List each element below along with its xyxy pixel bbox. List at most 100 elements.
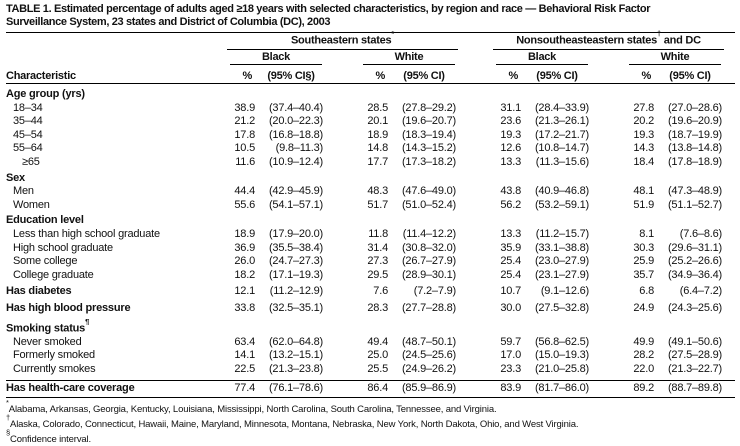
table-row: High school graduate 36.9 (35.5–38.4) 31.4 (… <box>6 242 735 256</box>
ci-cell: (27.8–29.2) <box>401 101 456 114</box>
table-row: Education level <box>6 214 735 228</box>
pct-cell: 12.1 <box>234 285 255 298</box>
table-body: Age group (yrs) 18–34 38.9 (37.4–40.4) 28.5 (… <box>6 84 735 399</box>
table-row: Age group (yrs) <box>6 88 735 102</box>
pct-cell: 86.4 <box>367 381 388 394</box>
ci-column-header: (95% CI§) <box>267 70 315 82</box>
pct-cell: 11.6 <box>235 155 255 168</box>
pct-cell: 48.3 <box>367 185 388 198</box>
pct-cell: 30.0 <box>500 301 521 314</box>
pct-cell: 28.5 <box>367 101 388 114</box>
ci-cell: (16.8–18.8) <box>268 128 323 141</box>
footnote-marker: * <box>391 29 395 39</box>
ci-column-header: (95% CI) <box>669 70 711 82</box>
footnote-marker: * <box>6 398 9 408</box>
footnote-marker: ¶ <box>85 316 90 326</box>
footnote-text: Alabama, Arkansas, Georgia, Kentucky, Lo… <box>8 404 497 416</box>
table-row: Women 55.6 (54.1–57.1) 51.7 (51.0–52.4) 56.2 (… <box>6 199 735 213</box>
group-header-southeastern-states: Southeastern states* <box>227 29 458 50</box>
ci-cell: (51.1–52.7) <box>667 198 722 211</box>
footnotes: *Alabama, Arkansas, Georgia, Kentucky, L… <box>6 398 735 446</box>
ci-cell: (7.6–8.6) <box>679 227 722 240</box>
pct-cell: 18.2 <box>234 268 255 281</box>
ci-cell: (17.3–18.2) <box>401 155 456 168</box>
ci-cell: (28.4–33.9) <box>534 101 589 114</box>
pct-cell: 35.7 <box>633 268 654 281</box>
table-row: Smoking status¶ <box>6 316 735 336</box>
ci-cell: (18.7–19.9) <box>667 128 722 141</box>
pct-cell: 10.7 <box>500 285 521 298</box>
ci-column-header: (95% CI) <box>403 70 445 82</box>
pct-cell: 23.3 <box>500 362 521 375</box>
ci-cell: (9.1–12.6) <box>540 285 589 298</box>
pct-column-header: % <box>641 70 651 82</box>
row-label: Has diabetes <box>6 285 72 298</box>
pct-cell: 25.0 <box>367 349 388 362</box>
row-label: High school graduate <box>13 241 113 254</box>
ci-cell: (21.0–25.8) <box>534 362 589 375</box>
ci-cell: (25.2–26.6) <box>667 255 722 268</box>
ci-cell: (17.9–20.0) <box>268 227 323 240</box>
ci-cell: (27.5–28.9) <box>667 349 722 362</box>
group-label-text: Nonsoutheasteastern states <box>516 35 658 47</box>
ci-cell: (24.5–25.6) <box>401 349 456 362</box>
pct-cell: 13.3 <box>500 155 521 168</box>
ci-column-header: (95% CI) <box>536 70 578 82</box>
ci-cell: (13.8–14.8) <box>667 142 722 155</box>
pct-cell: 38.9 <box>234 101 255 114</box>
pct-cell: 25.4 <box>500 255 521 268</box>
ci-cell: (28.9–30.1) <box>401 268 456 281</box>
table-row: 45–54 17.8 (16.8–18.8) 18.9 (18.3–19.4) 19.3 (… <box>6 129 735 143</box>
ci-cell: (40.9–46.8) <box>534 185 589 198</box>
footnote-marker: † <box>657 29 661 39</box>
pct-column-header: % <box>242 70 252 82</box>
ci-cell: (10.9–12.4) <box>268 155 323 168</box>
row-label: Formerly smoked <box>13 349 95 362</box>
row-label: Has high blood pressure <box>6 301 131 314</box>
table-row: 18–34 38.9 (37.4–40.4) 28.5 (27.8–29.2) 31.1 (… <box>6 102 735 116</box>
pct-column-header: % <box>508 70 518 82</box>
table-row: 55–64 10.5 (9.8–11.3) 14.8 (14.3–15.2) 12.6 (1… <box>6 142 735 156</box>
ci-cell: (47.3–48.9) <box>667 185 722 198</box>
footnote-marker: † <box>6 413 11 423</box>
pct-cell: 31.1 <box>500 101 521 114</box>
ci-cell: (56.8–62.5) <box>534 335 589 348</box>
ci-cell: (10.8–14.7) <box>534 142 589 155</box>
ci-cell: (19.6–20.7) <box>401 115 456 128</box>
ci-cell: (15.0–19.3) <box>534 349 589 362</box>
table-header: Southeastern states* Nonsoutheasteastern… <box>6 29 735 84</box>
ci-cell: (14.3–15.2) <box>401 142 456 155</box>
ci-cell: (42.9–45.9) <box>268 185 323 198</box>
subgroup-header-nse-black: Black <box>496 51 588 65</box>
table-row: Has health-care coverage 77.4 (76.1–78.6) 8… <box>6 379 735 399</box>
ci-cell: (88.7–89.8) <box>667 381 722 394</box>
ci-cell: (32.5–35.1) <box>268 301 323 314</box>
pct-cell: 24.9 <box>633 301 654 314</box>
ci-cell: (24.3–25.6) <box>667 301 722 314</box>
footnote-confidence-interval: §Confidence interval. <box>6 428 735 445</box>
group-header-nonsoutheastern-states: Nonsoutheasteastern states† and DC <box>493 29 724 50</box>
footnote-southeastern-states: *Alabama, Arkansas, Georgia, Kentucky, L… <box>6 398 735 416</box>
pct-cell: 19.3 <box>500 128 521 141</box>
table-row: Less than high school graduate 18.9 (17.9–… <box>6 228 735 242</box>
row-label: 45–54 <box>13 128 43 141</box>
pct-cell: 12.6 <box>500 142 521 155</box>
title-line-2: Surveillance System, 23 states and Distr… <box>6 16 331 28</box>
row-label: Education level <box>6 214 84 227</box>
group-label-suffix: and DC <box>660 35 701 47</box>
ci-cell: (24.9–26.2) <box>401 362 456 375</box>
ci-cell: (37.4–40.4) <box>268 101 323 114</box>
table-row: Never smoked 63.4 (62.0–64.8) 49.4 (48.7–50.… <box>6 336 735 350</box>
ci-cell: (13.2–15.1) <box>268 349 323 362</box>
pct-cell: 18.4 <box>633 155 654 168</box>
pct-cell: 59.7 <box>500 335 521 348</box>
ci-cell: (17.1–19.3) <box>268 268 323 281</box>
ci-cell: (30.8–32.0) <box>401 241 456 254</box>
pct-cell: 83.9 <box>500 381 521 394</box>
pct-cell: 27.8 <box>633 101 654 114</box>
pct-cell: 51.7 <box>367 198 388 211</box>
ci-cell: (48.7–50.1) <box>401 335 456 348</box>
ci-cell: (35.5–38.4) <box>268 241 323 254</box>
table-row: ≥65 11.6 (10.9–12.4) 17.7 (17.3–18.2) 13.3 (11… <box>6 156 735 170</box>
pct-cell: 36.9 <box>234 241 255 254</box>
